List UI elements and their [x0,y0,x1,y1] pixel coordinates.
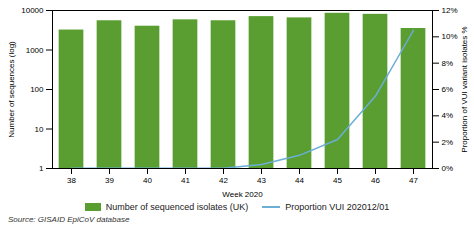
html-text:Proportion VUI 202012/01: Proportion VUI 202012/01 [285,202,390,212]
svg-text:40: 40 [143,176,152,185]
svg-text:8%: 8% [442,59,454,68]
svg-text:2%: 2% [442,138,454,147]
svg-text:12%: 12% [442,6,458,15]
svg-text:1000: 1000 [26,46,44,55]
svg-text:1: 1 [39,164,44,173]
svg-text:Week 2020: Week 2020 [222,190,263,199]
svg-text:45: 45 [333,176,342,185]
svg-text:100: 100 [30,85,44,94]
svg-text:42: 42 [219,176,228,185]
svg-text:6%: 6% [442,85,454,94]
svg-text:43: 43 [257,176,266,185]
svg-text:46: 46 [371,176,380,185]
svg-text:47: 47 [409,176,418,185]
svg-text:39: 39 [105,176,114,185]
svg-text:Proportion of VUI variant isol: Proportion of VUI variant isolates % [460,26,469,152]
svg-text:4%: 4% [442,111,454,120]
svg-text:44: 44 [295,176,304,185]
svg-text:10%: 10% [442,32,458,41]
svg-text:10000: 10000 [21,6,44,15]
html-text:Source: GISAID EpiCoV database: Source: GISAID EpiCoV database [8,215,130,224]
svg-text:38: 38 [67,176,76,185]
svg-text:41: 41 [181,176,190,185]
html-text:Number of sequenced isolates (: Number of sequenced isolates (UK) [105,202,249,212]
svg-text:0%: 0% [442,164,454,173]
svg-text:10: 10 [35,125,44,134]
svg-text:Number of sequences (log): Number of sequences (log) [7,41,16,138]
